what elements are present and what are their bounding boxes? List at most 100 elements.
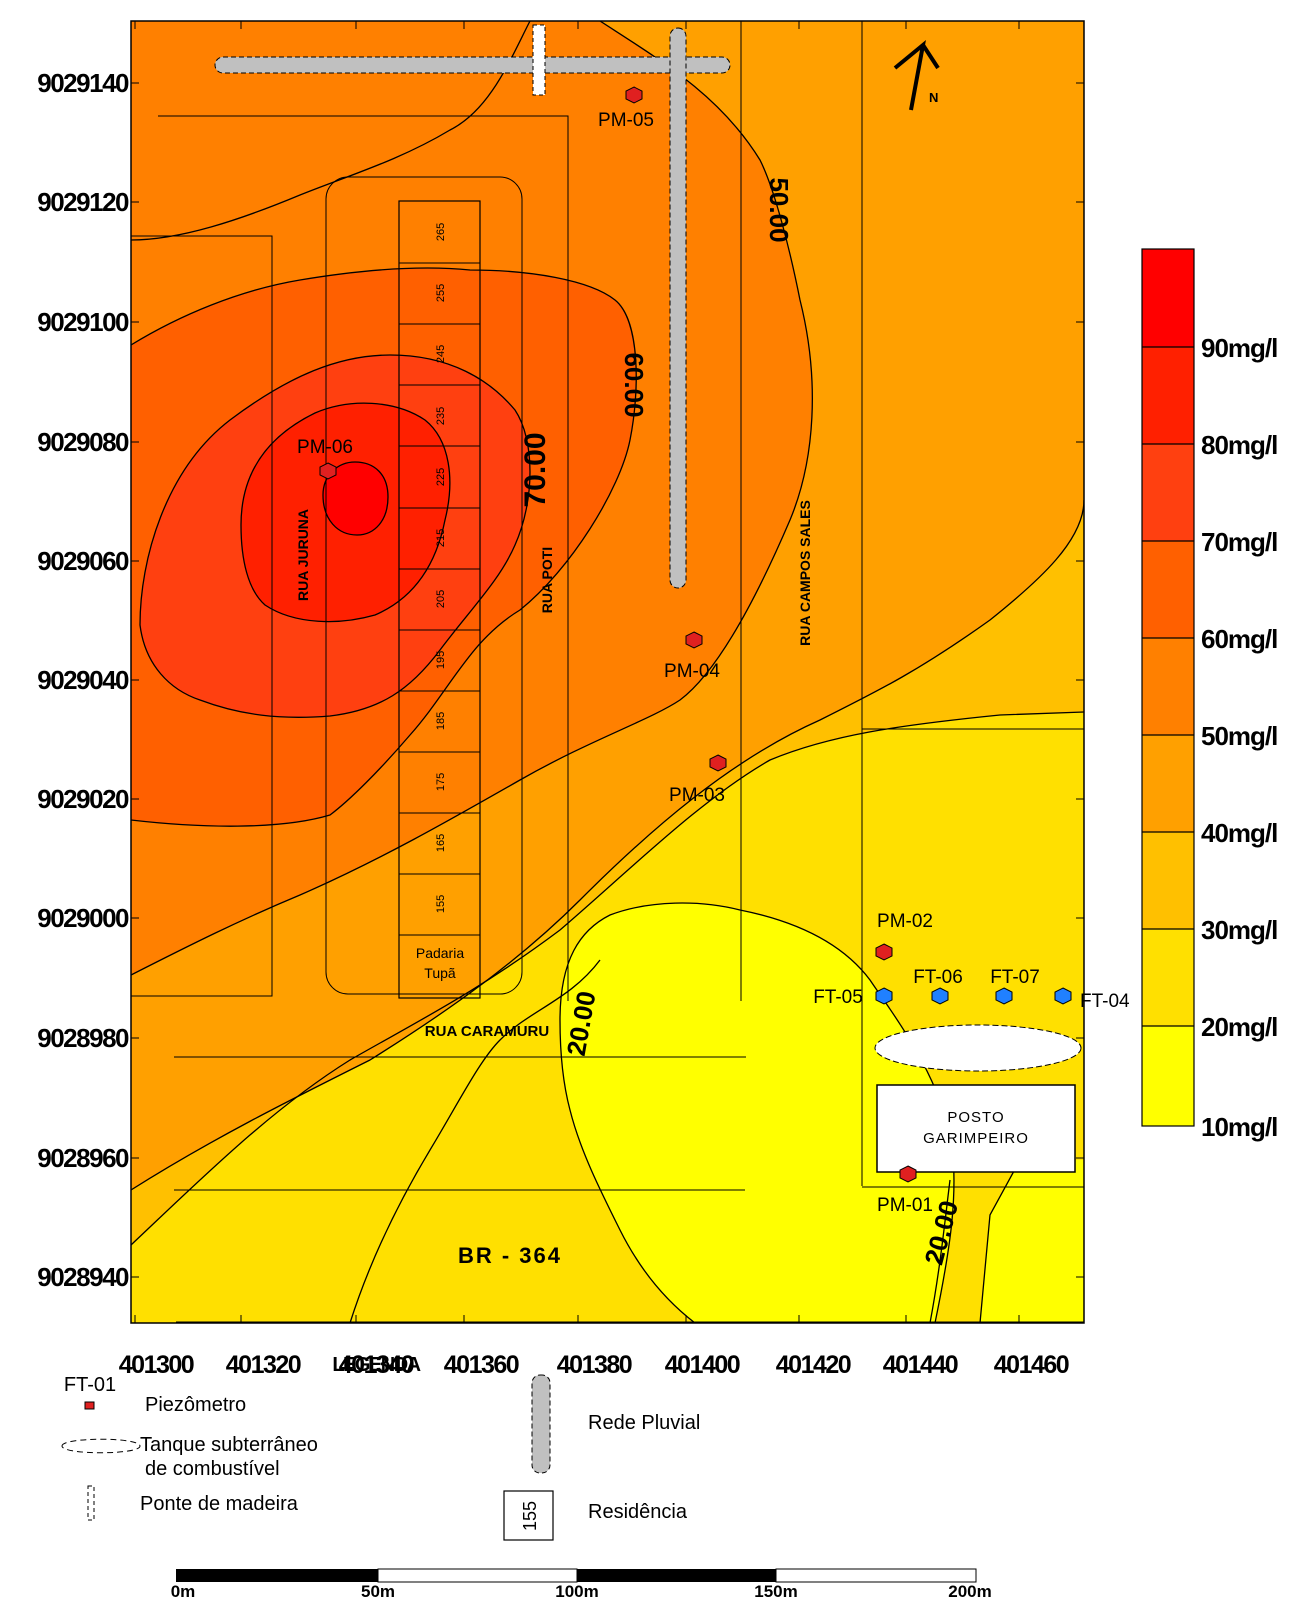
y-axis-labels: 9029140 9029120 9029100 9029080 9029060 … [37,68,130,1292]
lot-205: 205 [435,590,447,608]
legend-tanque: Tanque subterrâneo [140,1434,318,1456]
scale-label: 0m [171,1582,196,1598]
colorbar-label: 70mg/l [1201,527,1277,557]
axis-ticks [131,21,1084,1323]
map-frame [130,20,1085,1324]
north-arrow-icon: N [893,39,940,111]
lot-155: 155 [435,895,447,913]
label-pm02: PM-02 [877,911,933,932]
y-tick-label: 9029120 [37,187,129,217]
legend-heading: LEGENDA [332,1354,420,1376]
legend-rede: Rede Pluvial [588,1412,700,1434]
contour-label-50: 50.00 [764,177,794,242]
x-tick-label: 401300 [119,1351,194,1379]
fuel-tank-icon [874,1024,1082,1072]
well-ft06-icon [931,987,949,1005]
x-tick-label: 401340 [339,1351,414,1379]
lot-215: 215 [435,529,447,547]
legend-tanque-2: de combustível [145,1458,280,1480]
zone-10-20-a [560,903,955,1323]
label-pm03: PM-03 [669,785,725,806]
lot-225: 225 [435,468,447,486]
colorbar-label: 60mg/l [1201,624,1277,654]
wooden-bridge-icon [532,24,546,96]
y-tick-label: 9029140 [37,68,129,98]
label-pm04: PM-04 [664,661,720,682]
piezometer-legend-icon [84,1401,95,1410]
scale-bar: 0m 50m 100m 150m 200m [171,1568,992,1601]
x-tick-label: 401400 [665,1351,740,1379]
legend-ft-label: FT-01 [64,1374,116,1396]
gas-station-box [876,1084,1076,1173]
lot-265: 265 [435,223,447,241]
y-tick-label: 9028940 [37,1262,129,1292]
legend-piezometro: Piezômetro [145,1394,246,1416]
well-ft04-icon [1054,987,1072,1005]
well-ft07-icon [995,987,1013,1005]
y-tick-label: 9029040 [37,665,129,695]
y-tick-label: 9029060 [37,546,129,576]
label-pm01: PM-01 [877,1195,933,1216]
zone-10-20-b [980,1160,1084,1323]
y-tick-label: 9029020 [37,784,129,814]
contour-label-70: 70.00 [519,432,552,507]
street-br364: BR - 364 [458,1243,562,1268]
legend-ponte: Ponte de madeira [140,1493,299,1515]
legend-residencia: Residência [588,1501,688,1523]
scale-label: 150m [754,1582,797,1598]
street-campos-sales: RUA CAMPOS SALES [797,500,813,646]
lot-235: 235 [435,407,447,425]
posto-label: POSTO [947,1109,1004,1126]
scale-label: 100m [555,1582,598,1598]
colorbar-label: 90mg/l [1201,333,1277,363]
color-scale-bar: 90mg/l 80mg/l 70mg/l 60mg/l 50mg/l 40mg/… [1141,248,1278,1142]
label-ft04: FT-04 [1080,991,1130,1012]
bridge-legend-icon [87,1485,95,1521]
piezometer-pm04-icon [685,631,703,649]
y-tick-label: 9028980 [37,1023,129,1053]
lot-175: 175 [435,773,447,791]
colorbar-label: 30mg/l [1201,915,1277,945]
well-ft05-icon [875,987,893,1005]
x-tick-label: 401320 [226,1351,301,1379]
x-tick-label: 401420 [776,1351,851,1379]
contour-label-60: 60.00 [619,352,649,417]
tank-legend-icon [61,1438,141,1454]
piezometer-pm01-icon [899,1165,917,1183]
x-tick-label: 401360 [444,1351,519,1379]
piezometer-pm05-icon [625,86,643,104]
y-tick-label: 9029000 [37,903,129,933]
x-tick-label: 401380 [557,1351,632,1379]
label-ft06: FT-06 [913,967,963,988]
lot-245: 245 [435,345,447,363]
padaria-label-2: Tupã [424,965,456,981]
colorbar-label: 50mg/l [1201,721,1277,751]
x-axis-labels: 401300 401320 401340 401360 401380 40140… [119,1351,1071,1379]
zone-90-100 [323,462,388,535]
label-ft05: FT-05 [813,987,863,1008]
posto-label-2: GARIMPEIRO [923,1130,1029,1147]
map-legend: FT-01 Piezômetro Tanque subterrâneo de c… [61,1374,700,1541]
colorbar-label: 80mg/l [1201,430,1277,460]
colorbar-label: 40mg/l [1201,818,1277,848]
padaria-label: Padaria [416,945,464,961]
scale-label: 50m [361,1582,395,1598]
piezometer-pm06-icon [319,462,337,480]
x-tick-label: 401440 [883,1351,958,1379]
street-lines [131,21,1084,1323]
lot-165: 165 [435,834,447,852]
street-jurua: RUA JURUNA [295,509,311,601]
x-tick-label: 401460 [994,1351,1069,1379]
lot-185: 185 [435,712,447,730]
label-pm06: PM-06 [297,437,353,458]
y-tick-label: 9029100 [37,307,129,337]
legend-residencia-num: 155 [520,1501,540,1531]
label-pm05: PM-05 [598,110,654,131]
colorbar-label: 20mg/l [1201,1012,1277,1042]
piezometer-pm03-icon [709,754,727,772]
residence-lots: 265 255 245 235 225 215 205 195 185 175 … [398,200,481,999]
scale-label: 200m [948,1582,991,1598]
piezometer-pm02-icon [875,943,893,961]
concentration-contours: 265 255 245 235 225 215 205 195 185 175 … [131,21,1084,1323]
